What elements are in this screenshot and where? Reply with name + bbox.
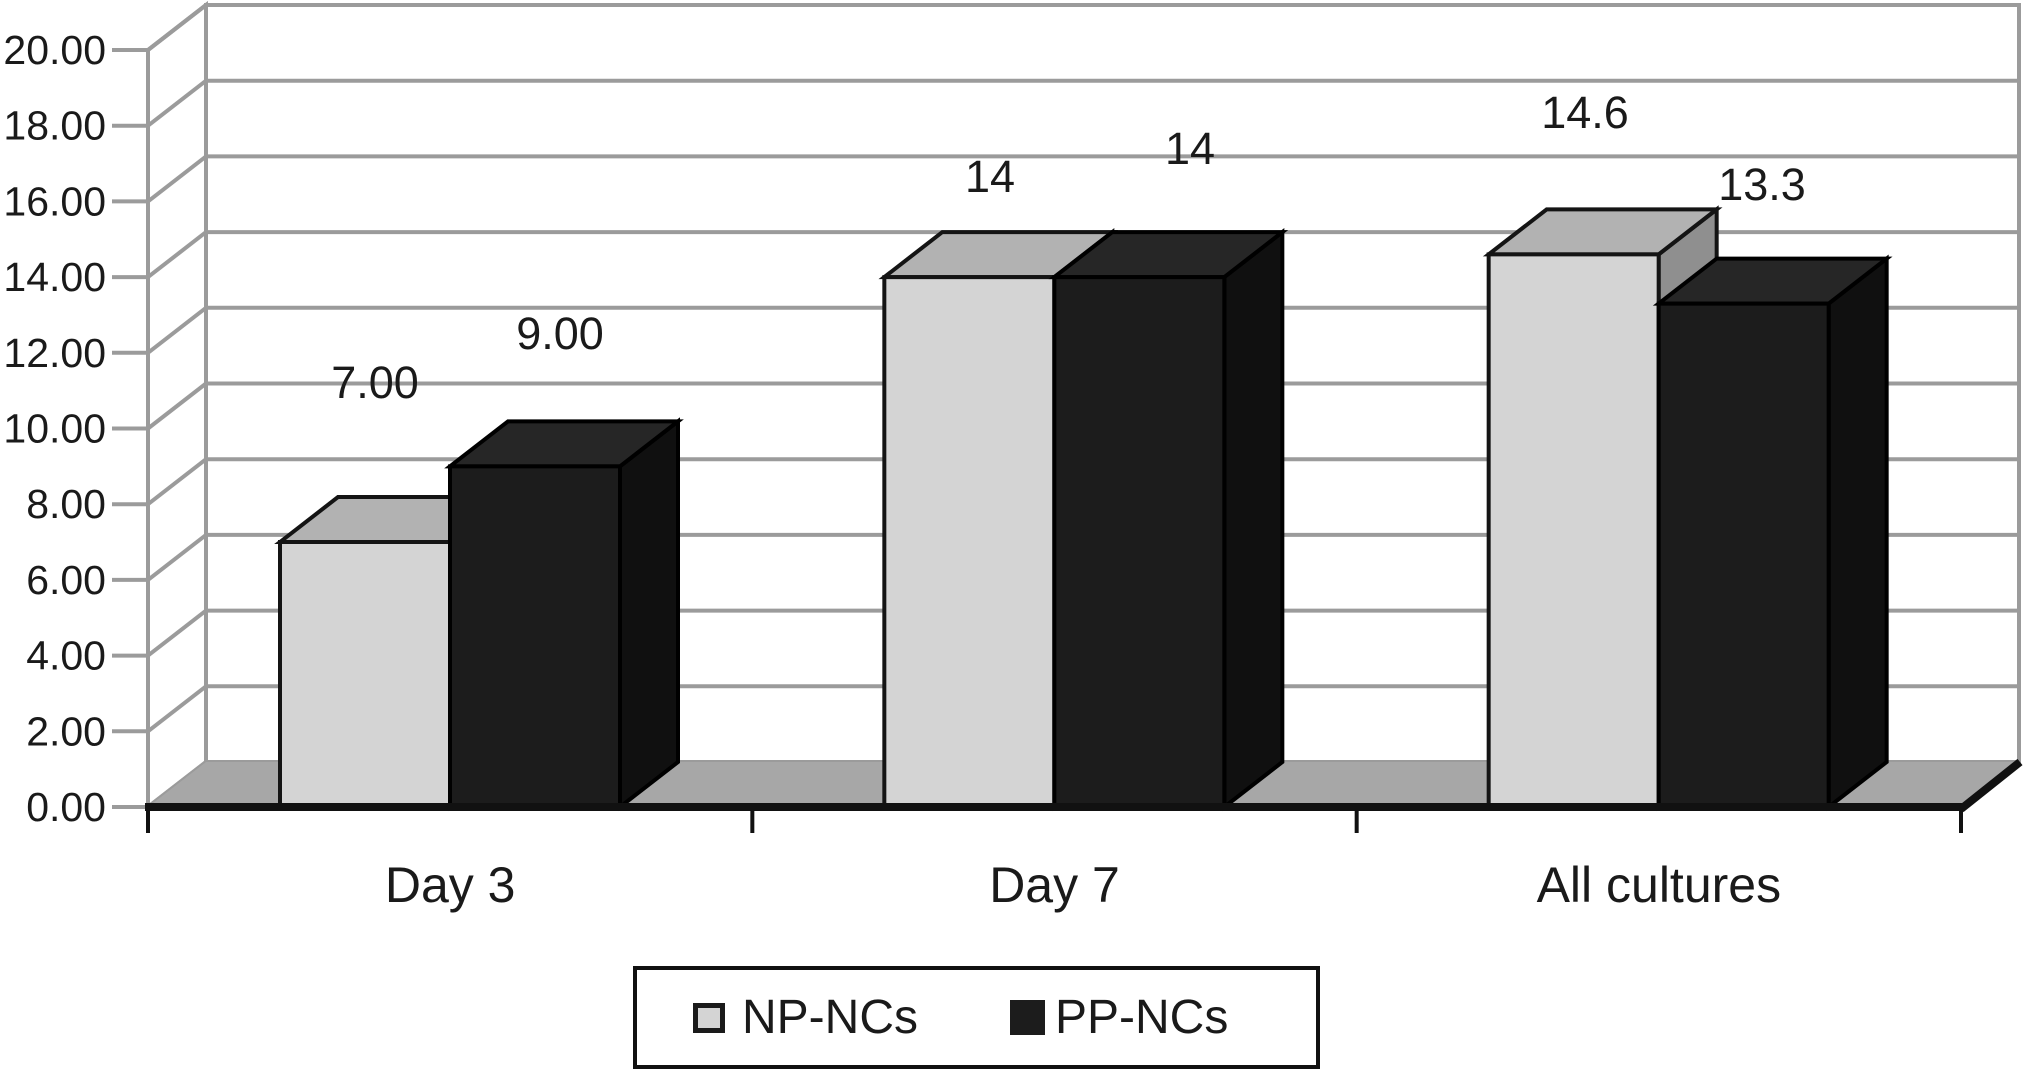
value-label-np-ncs-day-3: 7.00 bbox=[331, 357, 419, 408]
x-axis-category-label: Day 7 bbox=[989, 857, 1120, 913]
value-label-np-ncs-day-7: 14 bbox=[965, 151, 1015, 202]
grid-slant bbox=[146, 684, 208, 733]
y-axis-tick-label: 14.00 bbox=[3, 254, 106, 300]
y-axis-tick-label: 6.00 bbox=[26, 557, 106, 603]
y-axis-tick-label: 20.00 bbox=[3, 27, 106, 73]
bar-np-ncs-all-cultures-front-face bbox=[1486, 252, 1661, 809]
y-axis-tick-label: 12.00 bbox=[3, 330, 106, 376]
bar-pp-ncs-day-3-side-face bbox=[618, 417, 680, 812]
bar-np-ncs-day-7-front-face bbox=[882, 275, 1057, 809]
legend-item-pp-ncs: PP-NCs bbox=[1010, 990, 1228, 1045]
value-label-pp-ncs-day-3: 9.00 bbox=[516, 308, 604, 359]
legend-label-pp-ncs: PP-NCs bbox=[1055, 991, 1229, 1044]
bar-pp-ncs-day-3-front-face bbox=[448, 464, 622, 809]
bar-pp-ncs-all-cultures-side-face bbox=[1826, 254, 1889, 812]
grid-slant bbox=[146, 79, 208, 128]
bar-pp-ncs-day-7-side-face bbox=[1222, 228, 1285, 812]
bar-pp-ncs-all-cultures-front-face bbox=[1656, 301, 1831, 809]
legend-item-np-ncs: NP-NCs bbox=[693, 990, 918, 1045]
y-axis-tick-label: 2.00 bbox=[26, 708, 106, 754]
grid-slant bbox=[146, 457, 208, 506]
grid-slant bbox=[146, 609, 208, 658]
grid-slant bbox=[146, 3, 208, 52]
x-axis-category-label: All cultures bbox=[1537, 857, 1782, 913]
grid-slant bbox=[146, 533, 208, 582]
y-axis-tick-label: 0.00 bbox=[26, 784, 106, 830]
floor-right-edge bbox=[1958, 758, 2023, 813]
value-label-np-ncs-all-cultures: 14.6 bbox=[1541, 87, 1629, 138]
grid-slant bbox=[146, 381, 208, 431]
value-label-pp-ncs-day-7: 14 bbox=[1165, 123, 1215, 174]
grid-slant bbox=[146, 154, 208, 203]
x-axis-category-label: Day 3 bbox=[385, 857, 516, 913]
y-axis-tick-label: 10.00 bbox=[3, 406, 106, 452]
legend-swatch-pp-ncs bbox=[1010, 1000, 1045, 1035]
grid-slant bbox=[146, 230, 208, 279]
y-axis-tick-label: 4.00 bbox=[26, 633, 106, 679]
bar-np-ncs-day-3-front-face bbox=[278, 540, 452, 809]
legend-label-np-ncs: NP-NCs bbox=[742, 991, 918, 1044]
grid-slant bbox=[146, 306, 208, 355]
legend-box: NP-NCs PP-NCs bbox=[633, 966, 1320, 1069]
value-label-pp-ncs-all-cultures: 13.3 bbox=[1718, 159, 1806, 210]
y-axis-tick-label: 18.00 bbox=[3, 103, 106, 149]
legend-swatch-np-ncs bbox=[693, 1002, 725, 1033]
bar-pp-ncs-day-7-front-face bbox=[1052, 275, 1227, 809]
y-axis-tick-label: 8.00 bbox=[26, 481, 106, 527]
y-axis-tick-label: 16.00 bbox=[3, 178, 106, 224]
